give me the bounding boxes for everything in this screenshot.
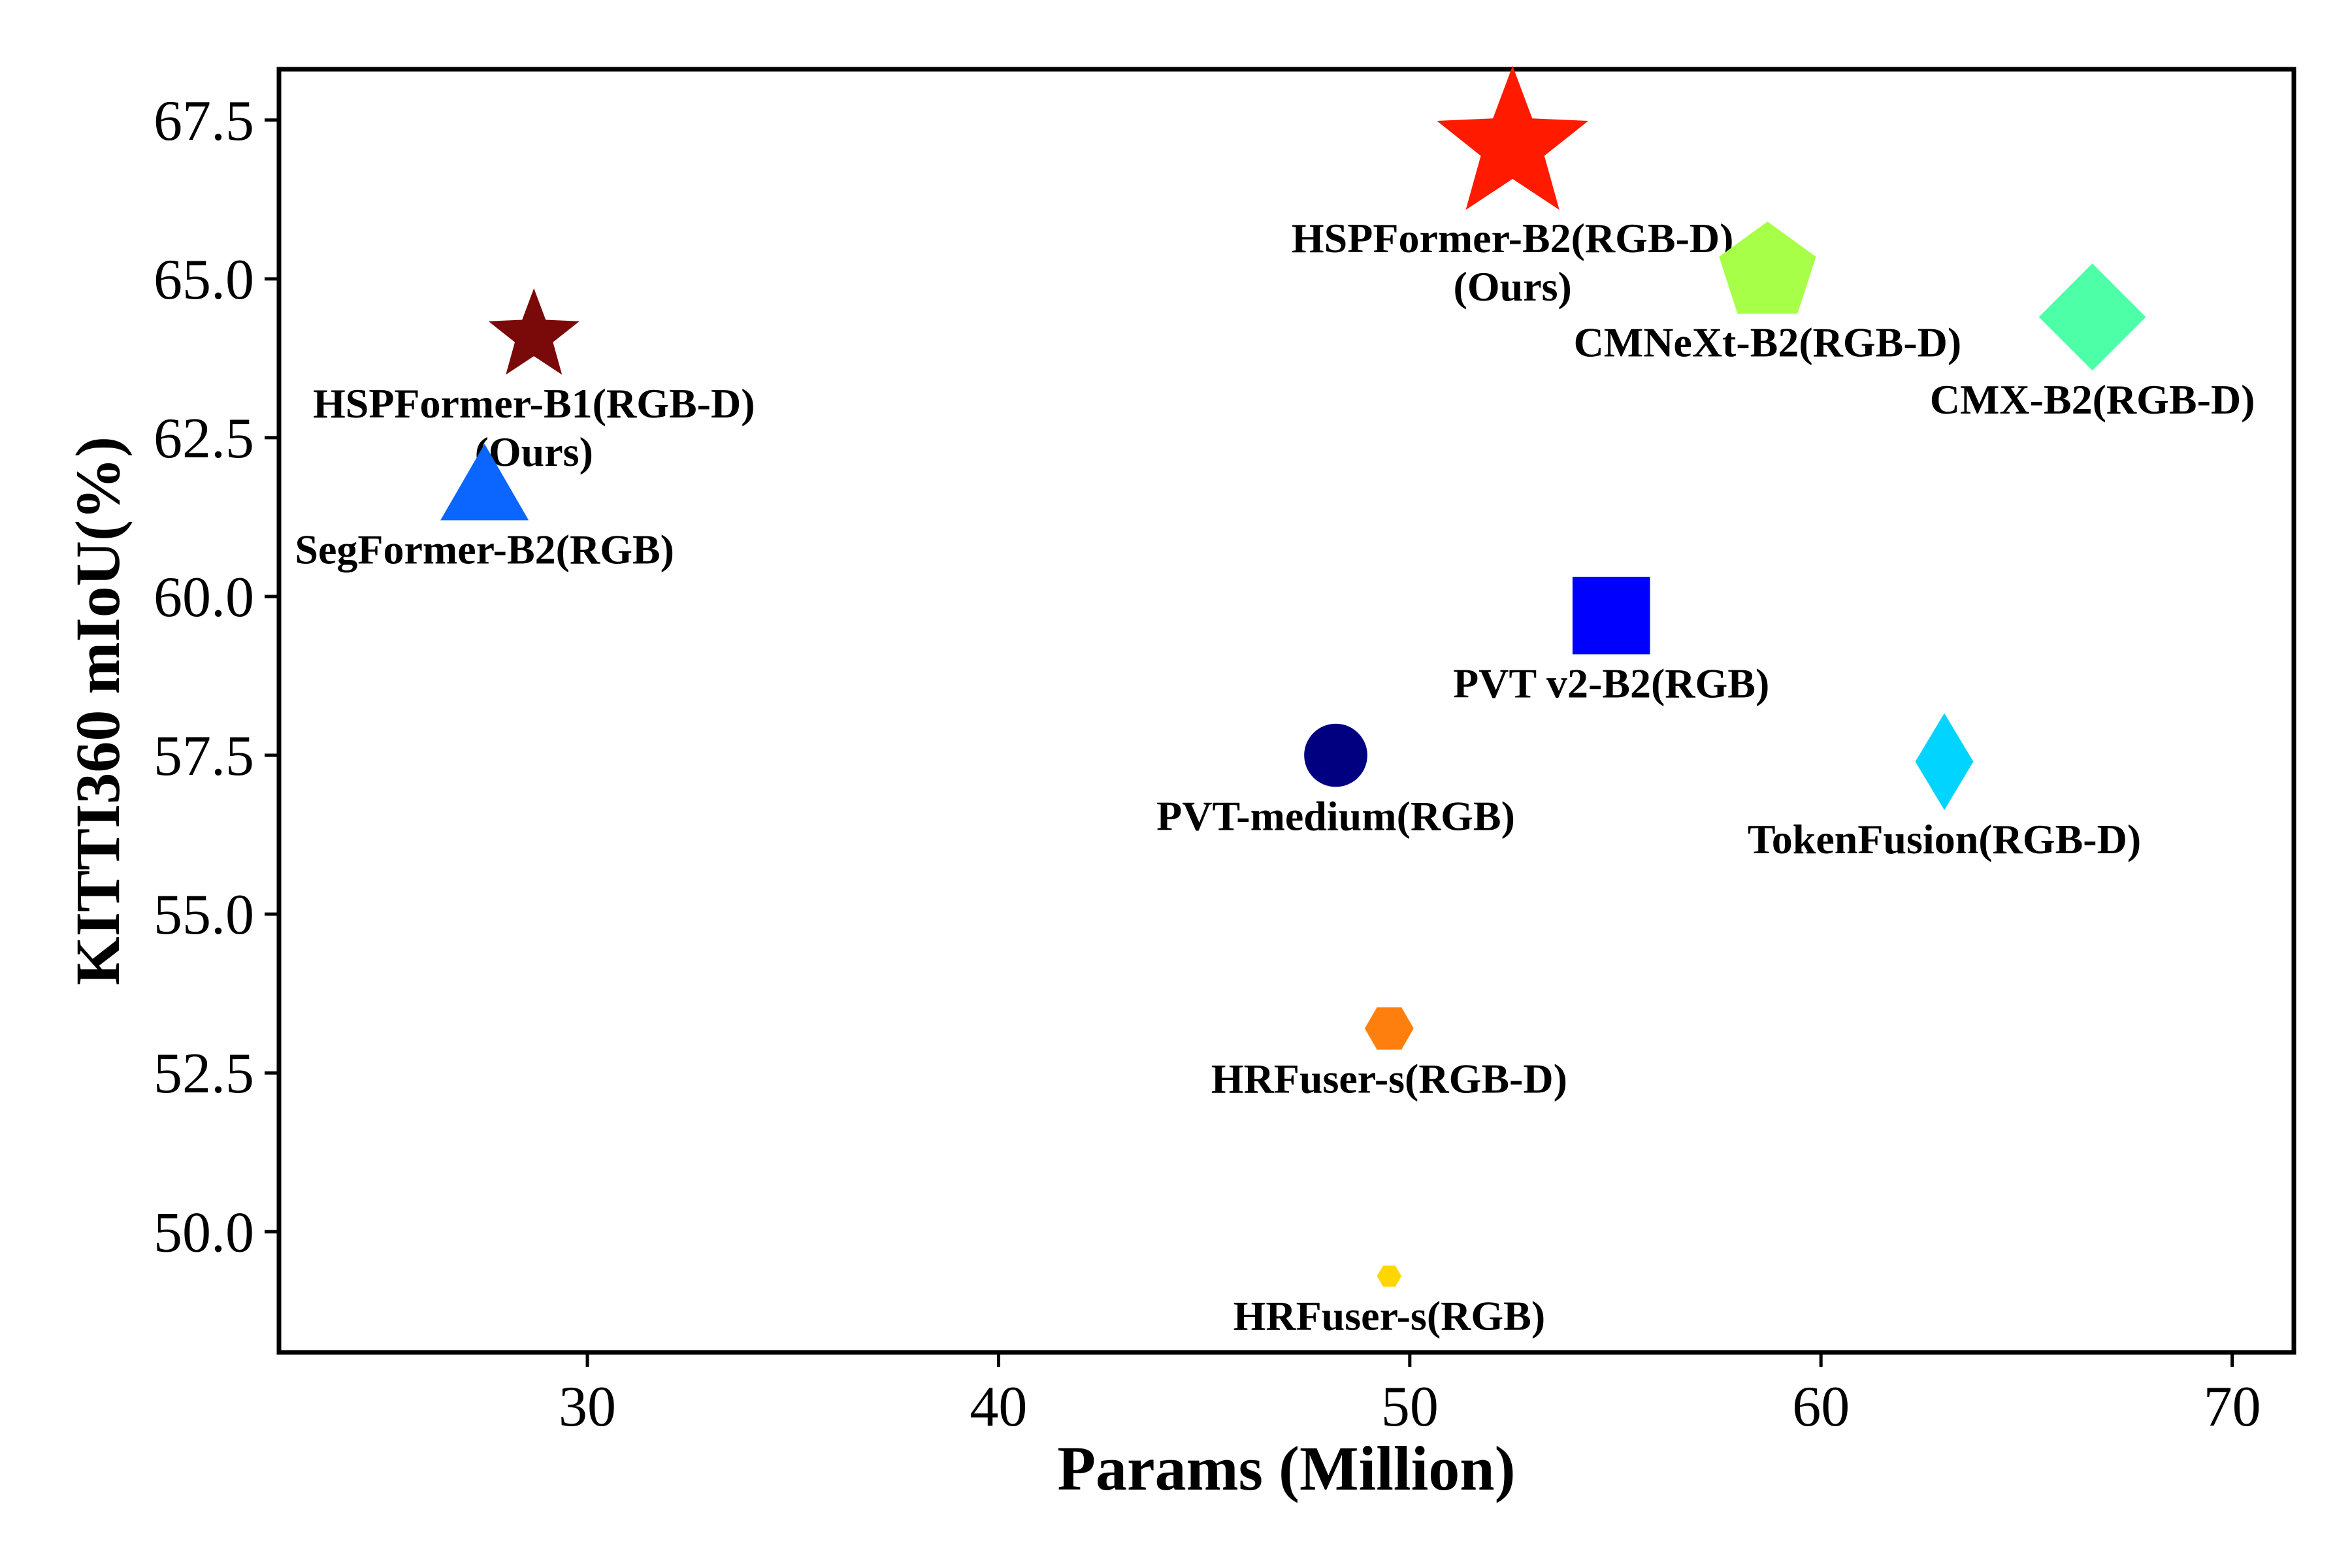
scatter-point: CMNeXt-B2(RGB-D) xyxy=(1574,221,1962,366)
hexagon-marker xyxy=(1377,1266,1402,1287)
square-marker xyxy=(1572,576,1650,655)
y-tick-label: 57.5 xyxy=(154,725,254,788)
point-label: (Ours) xyxy=(1454,263,1572,310)
y-axis-ticks: 50.0 52.5 55.0 57.5 60.0 62.5 65.0 67.5 xyxy=(154,90,279,1264)
scatter-point: TokenFusion(RGB-D) xyxy=(1748,713,2141,862)
y-axis-title: KITTI360 mIoU(%) xyxy=(63,436,133,985)
plot-frame xyxy=(276,67,2296,1355)
star-marker xyxy=(488,288,580,375)
point-label: PVT-medium(RGB) xyxy=(1156,792,1515,839)
x-axis-ticks: 30 40 50 60 70 xyxy=(559,1352,2261,1439)
x-tick-label: 40 xyxy=(970,1375,1027,1439)
point-label: CMX-B2(RGB-D) xyxy=(1930,376,2255,423)
data-points: HSPFormer-B2(RGB-D)(Ours)CMNeXt-B2(RGB-D… xyxy=(295,65,2255,1339)
y-tick-label: 67.5 xyxy=(154,90,254,153)
x-tick-label: 70 xyxy=(2204,1375,2261,1439)
scatter-point: HSPFormer-B2(RGB-D)(Ours) xyxy=(1292,65,1734,310)
x-axis-title: Params (Million) xyxy=(1057,1433,1515,1503)
triangle-marker xyxy=(440,444,529,521)
star-marker xyxy=(1437,65,1589,210)
y-tick-label: 52.5 xyxy=(154,1042,254,1105)
diamond-marker xyxy=(2038,263,2146,371)
scatter-point: HSPFormer-B1(RGB-D)(Ours) xyxy=(313,288,755,475)
x-tick-label: 50 xyxy=(1381,1375,1439,1439)
thin_diamond-marker xyxy=(1915,713,1974,810)
y-tick-label: 55.0 xyxy=(154,883,254,947)
circle-marker xyxy=(1304,723,1367,787)
point-label: TokenFusion(RGB-D) xyxy=(1748,816,2141,862)
scatter-point: PVT-medium(RGB) xyxy=(1156,723,1515,839)
scatter-point: CMX-B2(RGB-D) xyxy=(1930,263,2255,423)
point-label: HSPFormer-B2(RGB-D) xyxy=(1292,215,1734,261)
scatter-point: PVT v2-B2(RGB) xyxy=(1453,576,1769,706)
scatter-point: SegFormer-B2(RGB) xyxy=(295,444,674,572)
scatter-point: HRFuser-s(RGB-D) xyxy=(1211,1007,1567,1102)
x-tick-label: 60 xyxy=(1792,1375,1850,1439)
y-tick-label: 50.0 xyxy=(154,1201,254,1264)
scatter-point: HRFuser-s(RGB) xyxy=(1233,1266,1546,1339)
y-tick-label: 62.5 xyxy=(154,407,254,470)
hexagon-marker xyxy=(1364,1007,1414,1050)
y-tick-label: 65.0 xyxy=(154,248,254,312)
point-label: HRFuser-s(RGB-D) xyxy=(1211,1056,1567,1102)
y-tick-label: 60.0 xyxy=(154,566,254,629)
pentagon-marker xyxy=(1719,221,1816,314)
point-label: HSPFormer-B1(RGB-D) xyxy=(313,380,755,427)
point-label: HRFuser-s(RGB) xyxy=(1233,1293,1546,1339)
point-label: CMNeXt-B2(RGB-D) xyxy=(1574,319,1962,366)
point-label: SegFormer-B2(RGB) xyxy=(295,526,674,572)
point-label: PVT v2-B2(RGB) xyxy=(1453,660,1769,706)
x-tick-label: 30 xyxy=(559,1375,616,1439)
